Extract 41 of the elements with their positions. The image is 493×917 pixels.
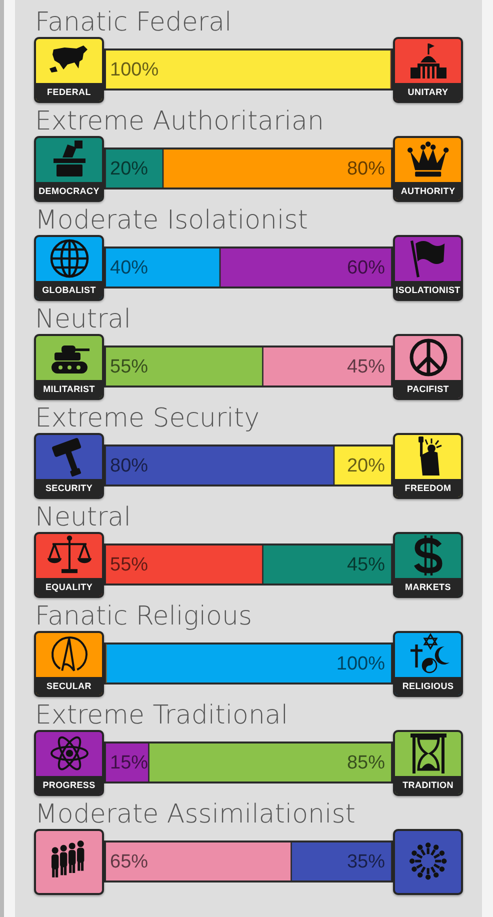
series-label: FEDERAL (36, 82, 102, 100)
data-label: 100% (110, 60, 159, 81)
data-label: 55% (110, 356, 148, 378)
y-tick-label: Fanatic Federal (35, 8, 232, 38)
data-label: 35% (346, 852, 386, 873)
data-label: 60% (346, 258, 386, 279)
series-label: PROGRESS (36, 776, 102, 794)
data-label: 45% (346, 554, 386, 576)
data-label: 80% (346, 158, 386, 180)
series-label: MILITARIST (36, 380, 102, 398)
y-tick-label: Extreme Authoritarian (35, 106, 324, 136)
series-label: RELIGIOUS (395, 676, 461, 694)
data-label: 45% (346, 356, 386, 378)
data-label: 65% (110, 852, 148, 873)
data-label: 100% (336, 654, 386, 675)
series-label: PACIFIST (395, 380, 461, 398)
series-label: SECURITY (36, 478, 102, 496)
series-label: SECULAR (36, 676, 102, 694)
series-label: GLOBALIST (36, 280, 102, 298)
y-tick-label: Extreme Traditional (35, 700, 288, 730)
data-label: 85% (346, 752, 386, 774)
y-tick-label: Moderate Isolationist (35, 206, 308, 236)
data-label: 15% (110, 752, 148, 774)
data-label: 55% (110, 554, 148, 576)
data-label: 40% (110, 258, 148, 279)
series-label: ISOLATIONIST (395, 280, 461, 298)
series-label: TRADITION (395, 776, 461, 794)
data-label: 80% (110, 456, 148, 477)
series-label: DEMOCRACY (36, 182, 102, 200)
y-tick-label: Extreme Security (35, 404, 260, 434)
series-label: FREEDOM (395, 478, 461, 496)
y-tick-label: Moderate Assimilationist (35, 800, 356, 830)
series-label: EQUALITY (36, 578, 102, 596)
series-label: AUTHORITY (395, 182, 461, 200)
data-label: 20% (346, 456, 386, 477)
y-tick-label: Fanatic Religious (35, 602, 252, 632)
data-label: 20% (110, 158, 148, 180)
series-label: MARKETS (395, 578, 461, 596)
y-tick-label: Neutral (35, 304, 131, 334)
y-tick-label: Neutral (35, 502, 131, 532)
series-label: UNITARY (395, 82, 461, 100)
